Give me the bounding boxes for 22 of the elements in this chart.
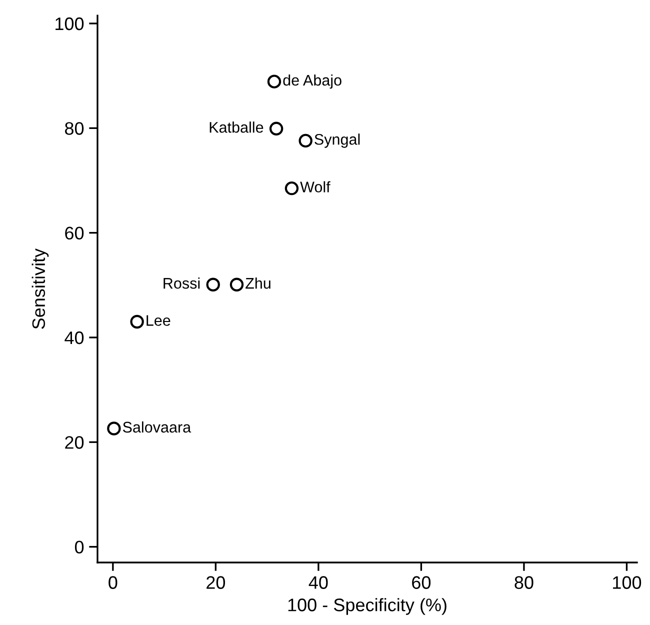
x-tick-label: 60 — [412, 576, 431, 589]
annotation: Lee — [146, 315, 170, 326]
x-tick-label: 100 — [613, 576, 642, 589]
y-tick-label: 80 — [65, 122, 84, 135]
annotation: Wolf — [300, 181, 330, 192]
y-tick-label: 60 — [65, 226, 84, 240]
y-tick-label: 0 — [74, 540, 84, 554]
annotation: de Abajo — [283, 74, 342, 89]
x-axis-title: 100 - Specificity (%) — [288, 598, 446, 615]
annotation: Katballe — [210, 122, 264, 133]
x-tick-label: 40 — [308, 576, 328, 589]
annotation: Zhu — [246, 277, 270, 289]
annotation: Syngal — [314, 134, 360, 148]
x-tick-label: 80 — [514, 576, 534, 589]
y-tick-label: 20 — [65, 436, 84, 449]
annotation: Rossi — [164, 277, 200, 289]
y-tick-label: 40 — [64, 331, 84, 344]
annotation: Salovaara — [122, 421, 192, 433]
y-axis-title: Sensitivity — [32, 248, 49, 329]
y-tick-label: 100 — [56, 17, 84, 30]
x-tick-label: 20 — [206, 576, 226, 589]
x-tick-label: 0 — [108, 576, 118, 589]
